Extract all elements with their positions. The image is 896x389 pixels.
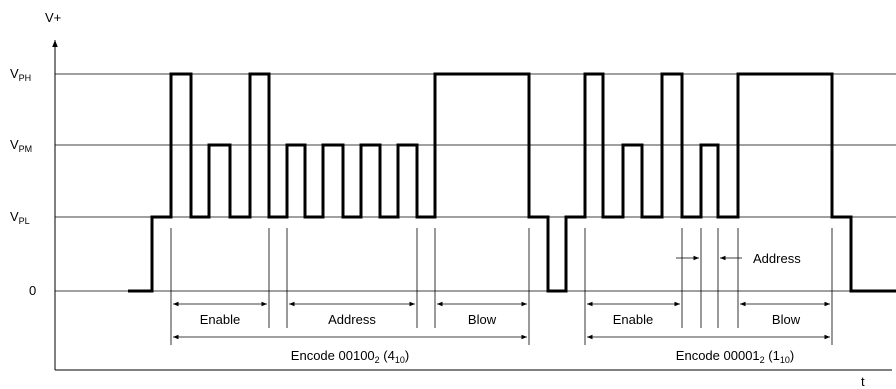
address-1-label: Address: [328, 312, 376, 327]
reference-ticks: [170, 228, 833, 345]
vph-label: VPH: [10, 66, 31, 83]
encode-2-label: Encode 000012 (110): [676, 348, 794, 365]
enable-1-label: Enable: [200, 312, 240, 327]
encode-1-label: Encode 001002 (410): [291, 348, 409, 365]
address-2-label: Address: [753, 251, 801, 266]
zero-label: 0: [29, 283, 36, 298]
blow-1-label: Blow: [468, 312, 497, 327]
x-axis-label: t: [861, 374, 865, 389]
pulse-waveform: [128, 72, 896, 293]
enable-2-label: Enable: [613, 312, 653, 327]
blow-2-label: Blow: [772, 312, 801, 327]
vpl-label: VPL: [10, 209, 30, 226]
vpm-label: VPM: [10, 137, 32, 154]
y-axis-label: V+: [45, 10, 61, 25]
